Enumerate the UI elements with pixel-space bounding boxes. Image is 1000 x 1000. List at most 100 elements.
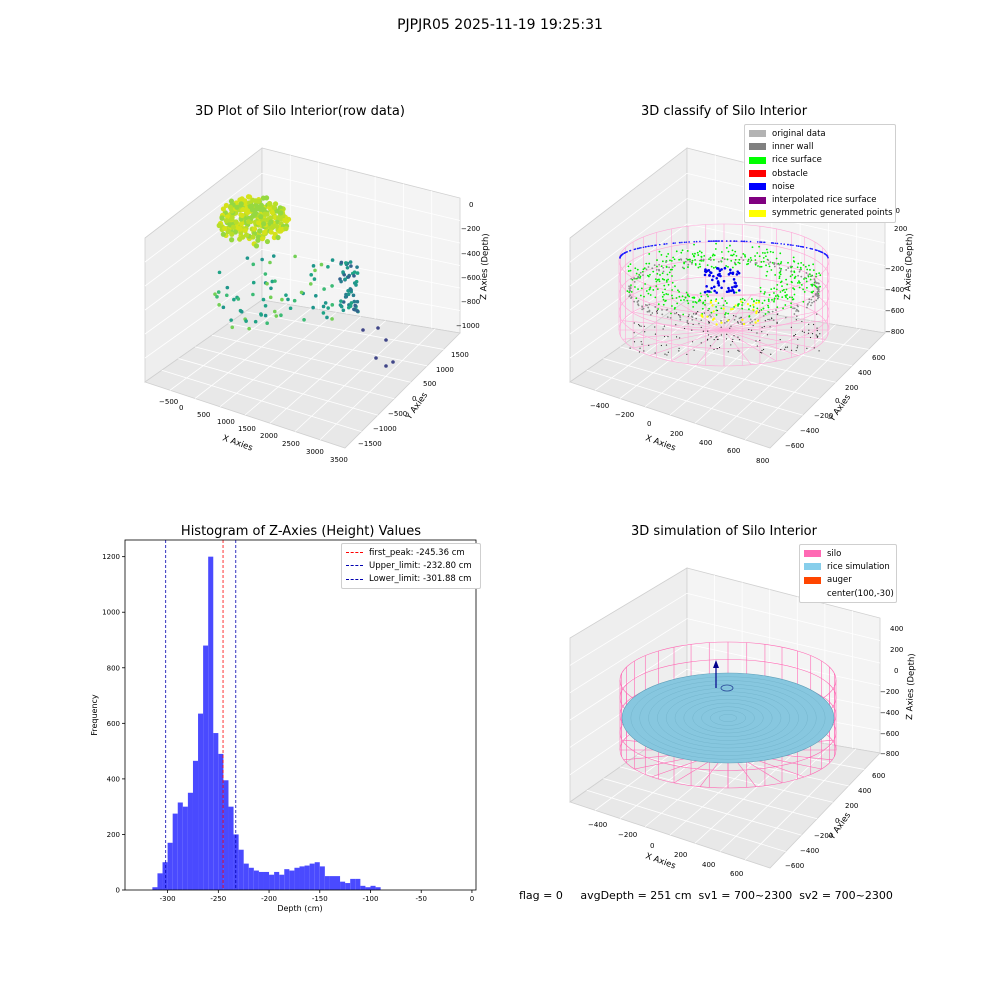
noise-point — [650, 245, 652, 247]
histogram-bar — [223, 780, 229, 890]
grid-line — [719, 744, 833, 852]
rice-surface-point — [812, 290, 815, 293]
p4-ytick-0: 600 — [872, 772, 885, 780]
p1-ztick-5: −1000 — [456, 322, 480, 330]
histogram-bar — [375, 887, 381, 890]
silo-spoke — [723, 329, 752, 365]
noise-point — [718, 269, 722, 272]
inner-wall-point — [740, 256, 743, 259]
rice-surface-point — [763, 299, 766, 302]
rice-surface-point — [800, 261, 803, 264]
rice-surface-point — [665, 255, 668, 258]
rice-surface-point — [773, 300, 775, 303]
data-point — [280, 297, 284, 302]
inner-wall-point — [680, 258, 683, 261]
p1-xlabel: X Axies — [221, 433, 254, 453]
p4-ztick-2: 0 — [894, 667, 898, 675]
interpolated-point — [756, 345, 758, 347]
rice-surface-point — [699, 292, 702, 295]
rice-surface-point — [658, 280, 661, 283]
rice-surface-point — [676, 302, 679, 305]
data-point — [312, 277, 317, 281]
inner-wall-point — [654, 306, 657, 308]
interpolated-point — [713, 338, 715, 341]
noise-point — [805, 246, 808, 249]
noise-point — [681, 241, 683, 244]
rice-surface-point — [727, 265, 729, 268]
interpolated-point — [748, 328, 750, 331]
data-point — [239, 212, 245, 219]
inner-wall-point — [807, 302, 809, 305]
data-point — [361, 328, 365, 332]
rice-surface-point — [779, 252, 782, 255]
inner-wall-point — [720, 319, 722, 322]
p2-xtick-4: 400 — [699, 439, 712, 447]
p2-ytick-1: 400 — [858, 369, 871, 377]
rice-surface-point — [771, 298, 773, 301]
symmetric-point — [746, 303, 750, 306]
inner-wall-point — [658, 263, 661, 266]
interpolated-point — [638, 325, 641, 327]
data-point — [253, 198, 259, 204]
interpolated-point — [793, 335, 795, 337]
noise-point — [731, 272, 735, 276]
rice-surface-point — [691, 253, 694, 255]
inner-wall-point — [739, 321, 742, 324]
p4-ztick-3: −200 — [880, 688, 899, 696]
interpolated-point — [663, 335, 666, 338]
inner-wall-point — [641, 308, 644, 311]
p2-ylabel: Y Axies — [827, 392, 854, 424]
interpolated-point — [700, 326, 702, 328]
interpolated-point — [733, 315, 735, 317]
rice-surface-point — [670, 259, 673, 262]
p4-ztick-0: 400 — [890, 625, 903, 633]
data-point — [341, 300, 346, 304]
rice-surface-point — [721, 297, 724, 300]
rice-surface-point — [796, 266, 799, 269]
rice-surface-point — [724, 313, 726, 316]
histogram-ytick-label: 1000 — [102, 609, 120, 617]
silo-spoke — [633, 329, 725, 349]
rice-surface-point — [764, 313, 767, 315]
rice-surface-point — [662, 303, 665, 306]
silo-spoke — [633, 311, 725, 331]
data-point — [229, 216, 235, 222]
noise-point — [658, 243, 661, 246]
interpolated-point — [733, 335, 735, 337]
grid-line — [686, 274, 886, 311]
rice-surface-point — [660, 254, 663, 256]
p2-ytick-2: 200 — [845, 384, 858, 392]
legend-swatch — [804, 563, 821, 571]
rice-surface-point — [806, 268, 809, 271]
histogram-bar — [304, 865, 310, 890]
inner-wall-point — [779, 269, 782, 272]
histogram-bar — [157, 873, 163, 890]
rice-surface-point — [765, 274, 768, 277]
rice-surface-point — [667, 253, 670, 255]
inner-wall-point — [662, 270, 665, 273]
rice-surface-point — [683, 298, 685, 301]
rice-surface-point — [758, 299, 760, 302]
rice-surface-point — [671, 275, 673, 277]
rice-surface-point — [785, 288, 788, 291]
data-point — [220, 206, 227, 212]
noise-point — [648, 245, 650, 248]
inner-wall-point — [628, 285, 630, 288]
data-point — [213, 292, 217, 296]
rice-surface-point — [670, 312, 672, 315]
rice-surface-point — [772, 251, 775, 254]
grid-line — [195, 346, 395, 400]
rice-surface-point — [781, 285, 783, 288]
interpolated-point — [654, 326, 656, 328]
rice-surface-point — [686, 299, 689, 302]
histogram-xlabel: Depth (cm) — [277, 904, 322, 913]
data-point — [233, 219, 239, 225]
grid-line — [636, 754, 833, 803]
rice-surface-mesh — [683, 699, 773, 737]
noise-point — [708, 240, 711, 242]
data-point — [345, 265, 350, 270]
interpolated-point — [703, 312, 706, 314]
inner-wall-point — [645, 268, 648, 271]
interpolated-point — [809, 336, 812, 339]
inner-wall-point — [644, 304, 647, 306]
